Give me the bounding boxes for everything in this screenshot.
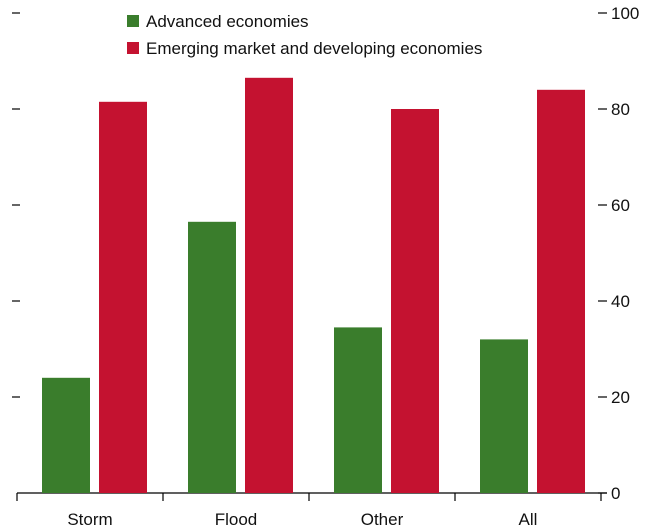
bar-storm-series-0 <box>42 377 90 493</box>
legend-swatch-0 <box>127 15 139 27</box>
bar-other-series-1 <box>391 109 439 493</box>
bar-all-series-0 <box>480 339 528 493</box>
category-label-0: Storm <box>67 510 112 529</box>
legend-label-1: Emerging market and developing economies <box>146 39 482 58</box>
y-tick-label-3: 60 <box>611 196 630 215</box>
bar-flood-series-0 <box>188 221 236 494</box>
y-tick-label-2: 40 <box>611 292 630 311</box>
bar-storm-series-1 <box>99 101 147 494</box>
bar-other-series-0 <box>334 327 382 493</box>
left-tick-marks <box>12 12 20 398</box>
y-tick-label-5: 100 <box>611 4 639 23</box>
category-labels: Storm Flood Other All <box>67 510 537 529</box>
right-y-axis: 0 20 40 60 80 100 <box>598 4 639 503</box>
legend: Advanced economies Emerging market and de… <box>127 12 482 58</box>
y-tick-label-1: 20 <box>611 388 630 407</box>
y-tick-label-4: 80 <box>611 100 630 119</box>
y-tick-label-0: 0 <box>611 484 620 503</box>
category-label-3: All <box>519 510 538 529</box>
bar-flood-series-1 <box>245 77 293 494</box>
bar-all-series-1 <box>537 89 585 494</box>
category-label-1: Flood <box>215 510 258 529</box>
x-axis <box>16 492 607 501</box>
legend-label-0: Advanced economies <box>146 12 309 31</box>
bars <box>42 77 585 494</box>
category-label-2: Other <box>361 510 404 529</box>
legend-swatch-1 <box>127 42 139 54</box>
